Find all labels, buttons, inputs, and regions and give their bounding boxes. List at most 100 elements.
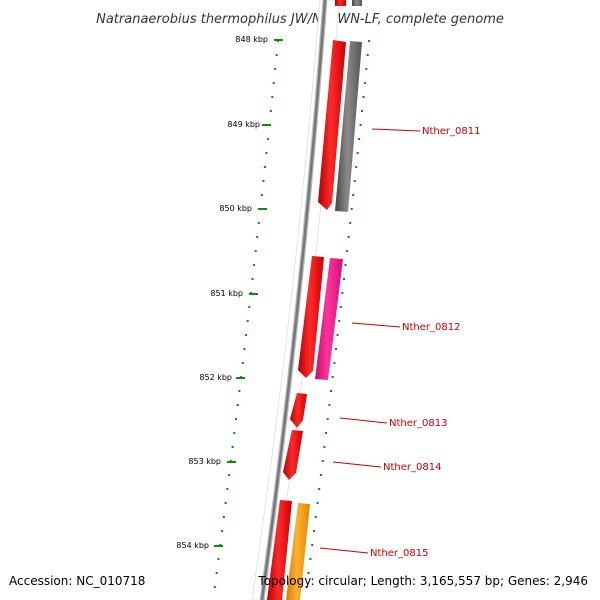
gc-dot	[335, 348, 337, 350]
gc-dot	[325, 432, 328, 434]
gc-dot	[266, 138, 269, 140]
gc-dot	[338, 320, 341, 322]
gene-label-0813[interactable]: Nther_0813	[389, 418, 447, 429]
gc-dot	[363, 82, 366, 84]
gc-dot	[253, 264, 256, 266]
gc-dot	[256, 236, 259, 238]
gc-dot	[318, 488, 321, 490]
accession-text: Accession: NC_010718	[9, 574, 146, 588]
gc-dot	[241, 362, 244, 364]
gc-dot	[262, 180, 265, 182]
gene-bar-0812	[315, 258, 343, 380]
gc-dot	[269, 110, 272, 112]
gc-dot	[339, 306, 342, 308]
map-title: Natranaerobius thermophilus JW/NM-WN-LF,…	[96, 12, 504, 27]
gc-dot	[309, 558, 312, 560]
gc-dot	[213, 586, 216, 588]
gc-dot	[349, 222, 352, 224]
backbone-line-core	[260, 0, 327, 600]
gc-dot	[224, 502, 227, 504]
gc-dot	[359, 124, 362, 126]
gc-dot	[272, 82, 275, 84]
gc-dot	[226, 488, 229, 490]
gc-dot	[243, 348, 246, 350]
gene-label-0812[interactable]: Nther_0812	[402, 322, 460, 333]
gc-dot	[311, 544, 314, 546]
gc-dot	[228, 474, 231, 476]
gc-dot	[366, 54, 369, 56]
gc-dot	[352, 194, 355, 196]
cds-arrow-0812	[298, 256, 324, 378]
gc-dot	[361, 110, 363, 112]
gc-dot	[305, 586, 308, 588]
gene-label-0814[interactable]: Nther_0814	[383, 462, 441, 473]
gc-dot	[233, 432, 236, 434]
gc-dot	[350, 208, 353, 210]
gc-dot	[248, 306, 251, 308]
gc-dot	[217, 558, 220, 560]
gc-dot	[356, 152, 359, 154]
gc-dot	[265, 152, 268, 154]
tick-label: 850 kbp	[219, 204, 252, 213]
gene-partial-top-red	[335, 0, 346, 6]
gc-dot	[362, 96, 365, 98]
gc-dot	[257, 222, 260, 224]
gc-dot	[365, 68, 368, 70]
cds-arrow-0814	[283, 430, 303, 480]
cds-arrow-0815	[267, 500, 292, 600]
gc-dot	[235, 418, 237, 420]
gc-dot	[251, 278, 254, 280]
gene-partial-top-gray	[352, 0, 362, 6]
gc-dot	[321, 460, 324, 462]
gc-dot	[263, 166, 266, 168]
leader-line	[371, 128, 421, 132]
gc-dot	[271, 96, 274, 98]
gc-dot	[331, 376, 334, 378]
gc-dot	[347, 236, 350, 238]
gc-dot	[330, 390, 333, 392]
gc-dot	[246, 320, 249, 322]
gc-dot	[238, 390, 241, 392]
gc-dot	[236, 404, 239, 406]
gc-dots-right	[305, 40, 371, 588]
gc-dot	[307, 572, 310, 574]
gc-dot	[346, 250, 349, 252]
gc-dot	[313, 530, 315, 532]
leader-line	[332, 461, 382, 468]
gc-dot	[274, 68, 277, 70]
gene-bar-0811	[335, 41, 362, 212]
gc-dots-left	[213, 40, 279, 588]
gc-dot	[333, 362, 336, 364]
gc-dot	[336, 334, 339, 336]
gc-dot	[328, 404, 331, 406]
topology-text: Topology: circular; Length: 3,165,557 bp…	[258, 574, 588, 588]
gc-dot	[343, 278, 345, 280]
tick-label: 851 kbp	[210, 289, 243, 298]
gc-dot	[344, 264, 347, 266]
gene-label-0815[interactable]: Nther_0815	[370, 548, 428, 559]
cds-arrow-0813	[290, 393, 307, 428]
leader-line	[339, 417, 388, 424]
gene-bar-0815	[286, 503, 310, 600]
gc-dot	[341, 292, 344, 294]
gc-dot	[323, 446, 326, 448]
cds-arrow-0811	[318, 40, 346, 210]
tick-label: 854 kbp	[176, 541, 209, 550]
gc-dot	[275, 54, 278, 56]
gc-dot	[326, 418, 329, 420]
gc-dot	[221, 530, 224, 532]
tick-label: 848 kbp	[235, 35, 268, 44]
gc-dot	[319, 474, 322, 476]
gc-dot	[260, 194, 263, 196]
leader-line	[351, 322, 401, 328]
gene-label-0811[interactable]: Nther_0811	[422, 126, 480, 137]
tick-label: 849 kbp	[227, 120, 260, 129]
gc-dot	[215, 572, 218, 574]
gc-dot	[254, 250, 257, 252]
gc-dot	[245, 334, 248, 336]
gc-dot	[355, 166, 358, 168]
gc-dot	[231, 446, 234, 448]
gc-dot	[353, 180, 356, 182]
gc-dot	[358, 138, 361, 140]
